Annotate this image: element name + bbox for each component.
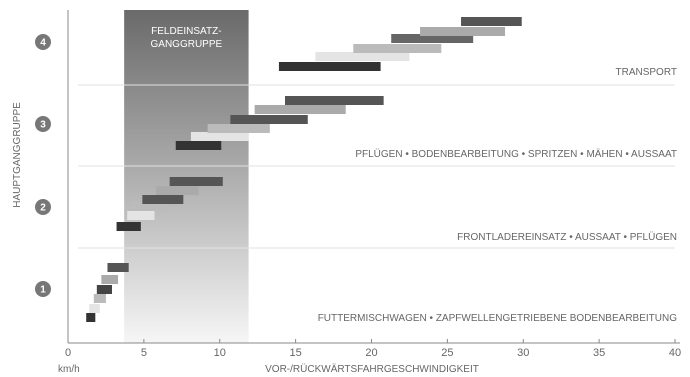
gear-bar-2-4 (142, 195, 184, 204)
gear-bar-3-6 (285, 96, 384, 105)
gear-bar-2-1 (116, 222, 141, 231)
gear-bar-3-1 (175, 141, 222, 150)
gear-bar-3-3 (207, 124, 270, 133)
group-4-number: 4 (40, 38, 46, 49)
group-1-application: FUTTERMISCHWAGEN • ZAPFWELLENGETRIEBENE … (318, 313, 678, 324)
x-tick-label: 10 (214, 347, 226, 359)
field-band-label-line1: FELDEINSATZ- (151, 26, 221, 37)
gear-bar-1-5 (101, 275, 119, 284)
gear-bar-2-5 (156, 186, 199, 195)
x-tick-label: 35 (593, 347, 605, 359)
x-unit-label: km/h (58, 364, 80, 375)
gear-bar-2-6 (169, 177, 223, 186)
x-tick-label: 25 (441, 347, 453, 359)
x-tick-label: 0 (65, 347, 71, 359)
group-3-number: 3 (40, 120, 46, 131)
gear-bar-2-3 (131, 201, 167, 210)
gear-bar-1-3 (93, 294, 106, 303)
gear-bar-1-1 (86, 313, 96, 322)
gear-bar-4-6 (461, 17, 522, 26)
gear-bar-4-1 (278, 62, 381, 71)
x-axis-title: VOR-/RÜCKWÄRTSFAHRGESCHWINDIGKEIT (265, 363, 479, 375)
gear-bar-2-2 (127, 211, 155, 220)
x-tick-label: 20 (365, 347, 377, 359)
field-gear-band (124, 10, 249, 343)
gear-bar-3-2 (190, 132, 249, 141)
gear-bar-4-2 (315, 52, 410, 61)
gear-bar-4-3 (353, 44, 442, 53)
group-1-number: 1 (40, 285, 46, 296)
x-tick-label: 40 (669, 347, 681, 359)
group-1-circle (35, 281, 51, 297)
gear-bar-1-4 (96, 285, 113, 294)
x-tick-label: 30 (517, 347, 529, 359)
group-4-circle (35, 34, 51, 50)
gear-bar-4-4 (391, 34, 474, 43)
x-tick-label: 15 (290, 347, 302, 359)
y-axis-title: HAUPTGANGGRUPPE (12, 102, 23, 208)
group-3-circle (35, 116, 51, 132)
gear-bar-3-5 (254, 105, 346, 114)
gear-bar-3-4 (230, 115, 308, 124)
group-3-application: PFLÜGEN • BODENBEARBEITUNG • SPRITZEN • … (355, 148, 677, 160)
gear-bar-1-2 (89, 304, 100, 313)
gear-bar-4-5 (420, 27, 506, 36)
gear-bar-1-6 (107, 263, 129, 272)
group-4-application: TRANSPORT (616, 67, 678, 78)
group-2-circle (35, 199, 51, 215)
field-band-label-line2: GANGGRUPPE (151, 39, 223, 50)
x-tick-label: 5 (141, 347, 147, 359)
group-2-number: 2 (40, 203, 46, 214)
group-2-application: FRONTLADEREINSATZ • AUSSAAT • PFLÜGEN (457, 231, 677, 243)
